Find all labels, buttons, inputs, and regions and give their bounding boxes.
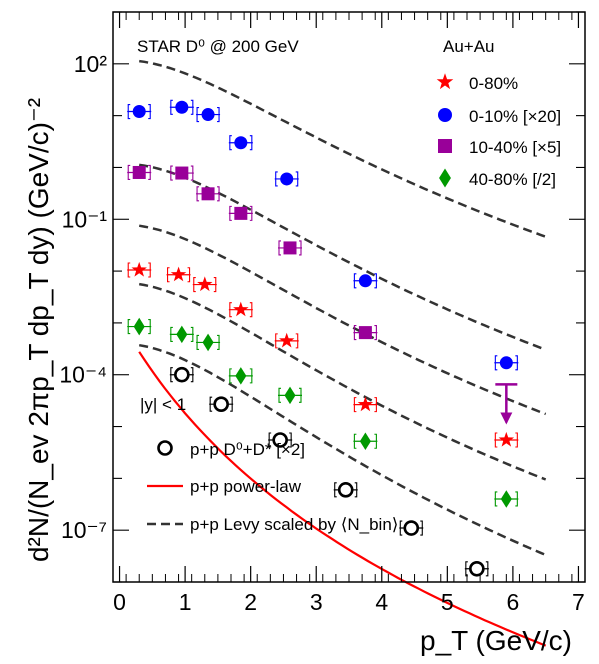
levy-curve [139, 59, 547, 238]
levy-curve [138, 224, 547, 416]
data-point [337, 482, 354, 498]
data-point [279, 332, 295, 348]
data-point [132, 105, 146, 119]
axes: 0 1 2 3 4 5 6 7 10² 10⁻¹ 10⁻⁴ 10⁻⁷ [59, 11, 586, 615]
legend-marker-pp-data [157, 440, 173, 456]
system-label: Au+Au [443, 37, 495, 56]
data-point [175, 166, 189, 180]
levy-curve [138, 282, 547, 481]
chart-title: STAR D⁰ @ 200 GeV [137, 37, 299, 56]
y-axis-title: d²N/(N_ev 2πp_T dp_T dy) (GeV/c)⁻² [23, 98, 54, 562]
series-0 [127, 261, 519, 448]
y-tick-label: 10⁻⁴ [59, 362, 107, 388]
data-point [201, 187, 215, 201]
legend-label-0: 0-80% [469, 74, 518, 93]
legend-label-pp-data: p+p D⁰+D* [×2] [190, 440, 305, 459]
upper-limit-arrowhead [500, 412, 513, 425]
data-point [202, 333, 214, 352]
data-point [358, 326, 372, 340]
data-point [235, 367, 247, 385]
x-tick-label: 7 [572, 589, 585, 615]
data-point [234, 136, 248, 150]
data-point [174, 366, 190, 383]
data-point [498, 431, 515, 447]
legend-label-1: 0-10% [×20] [469, 107, 561, 126]
legend-marker-1 [438, 108, 452, 122]
legend-label-3: 40-80% [/2] [469, 170, 556, 189]
x-tick-label: 6 [506, 589, 519, 615]
legend-marker-3 [439, 168, 451, 188]
data-points [127, 99, 519, 577]
data-point [500, 490, 512, 508]
data-point [280, 172, 294, 186]
y-tick-label: 10⁻¹ [62, 206, 108, 232]
legend-label-2: 10-40% [×5] [469, 138, 561, 157]
data-point [272, 432, 288, 448]
legend: 0-80% 0-10% [×20] 10-40% [×5] 40-80% [/2] p+… [147, 73, 561, 534]
data-point [358, 274, 372, 288]
data-point [197, 276, 213, 292]
data-point [469, 560, 485, 577]
x-tick-label: 0 [113, 589, 126, 615]
x-tick-label: 5 [441, 589, 454, 615]
x-tick-label: 2 [244, 589, 257, 615]
data-point [176, 325, 188, 344]
data-point [357, 396, 374, 412]
data-point [284, 386, 296, 405]
rapidity-label: |y| < 1 [140, 395, 186, 414]
x-tick-label: 4 [375, 589, 388, 615]
data-point [170, 266, 187, 282]
levy-curve [138, 343, 547, 557]
data-point [213, 396, 229, 412]
series-3 [127, 317, 519, 508]
series-4 [169, 366, 489, 577]
x-tick-label: 1 [179, 589, 192, 615]
legend-marker-0 [436, 73, 454, 90]
data-point [403, 520, 420, 536]
x-tick-label: 3 [310, 589, 323, 615]
y-tick-label: 10⁻⁷ [61, 517, 107, 543]
data-point [201, 108, 215, 122]
data-point [133, 317, 145, 336]
x-axis-title: p_T (GeV/c) [420, 625, 572, 656]
legend-label-levy: p+p Levy scaled by ⟨N_bin⟩ [190, 515, 398, 534]
legend-marker-2 [438, 139, 452, 153]
data-point [132, 165, 146, 179]
data-point [283, 241, 297, 255]
data-point [499, 356, 513, 370]
data-point [359, 432, 371, 451]
legend-label-power-law: p+p power-law [190, 477, 302, 496]
data-point [233, 301, 249, 317]
series-1 [127, 99, 519, 371]
power-law-curve [138, 351, 547, 647]
data-point [175, 100, 189, 114]
series-2 [127, 164, 378, 341]
data-point [234, 206, 248, 220]
y-tick-label: 10² [74, 51, 108, 77]
data-point [131, 261, 147, 277]
